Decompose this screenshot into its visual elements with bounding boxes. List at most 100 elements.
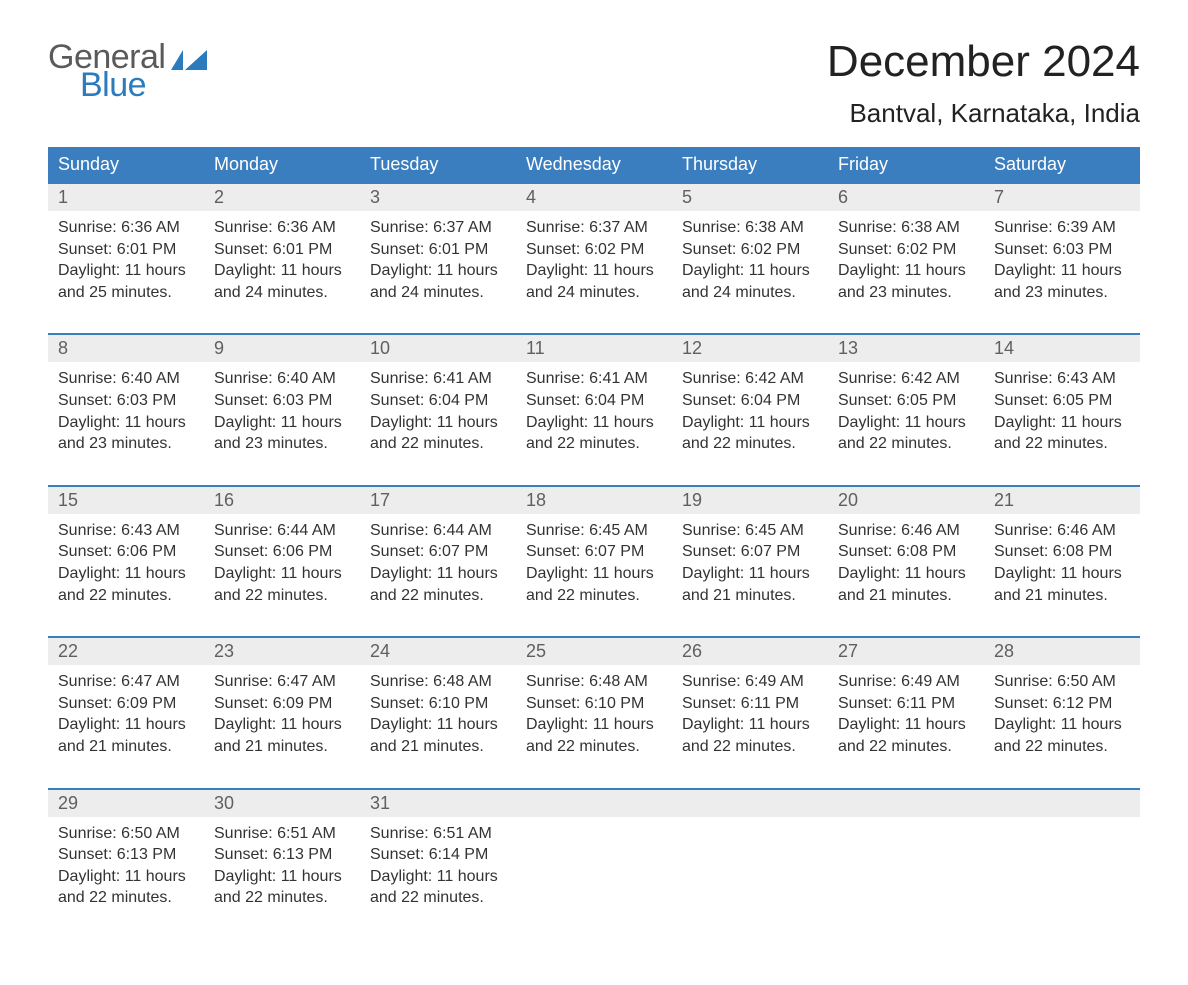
- sunrise-text: Sunrise: 6:47 AM: [58, 671, 194, 693]
- daylight-text: and 22 minutes.: [994, 433, 1130, 455]
- day-cell: 19Sunrise: 6:45 AMSunset: 6:07 PMDayligh…: [672, 487, 828, 622]
- day-number: 29: [58, 793, 78, 813]
- day-number-bar: 24: [360, 638, 516, 665]
- sunrise-text: Sunrise: 6:49 AM: [682, 671, 818, 693]
- daylight-text: and 25 minutes.: [58, 282, 194, 304]
- day-cell: 4 Sunrise: 6:37 AMSunset: 6:02 PMDaylight…: [516, 184, 672, 319]
- day-number: 12: [682, 338, 702, 358]
- sunrise-text: Sunrise: 6:46 AM: [994, 520, 1130, 542]
- weekday-col: Friday: [828, 147, 984, 182]
- weekday-col: Saturday: [984, 147, 1140, 182]
- empty-cell: .: [828, 790, 984, 925]
- day-number: 28: [994, 641, 1014, 661]
- sunrise-text: Sunrise: 6:45 AM: [526, 520, 662, 542]
- day-cell: 31Sunrise: 6:51 AMSunset: 6:14 PMDayligh…: [360, 790, 516, 925]
- day-cell: 12Sunrise: 6:42 AMSunset: 6:04 PMDayligh…: [672, 335, 828, 470]
- day-number-bar: 27: [828, 638, 984, 665]
- daylight-text: Daylight: 11 hours: [526, 260, 662, 282]
- daylight-text: and 23 minutes.: [58, 433, 194, 455]
- sunrise-text: Sunrise: 6:43 AM: [994, 368, 1130, 390]
- daylight-text: Daylight: 11 hours: [682, 260, 818, 282]
- daylight-text: Daylight: 11 hours: [682, 412, 818, 434]
- sunrise-text: Sunrise: 6:49 AM: [838, 671, 974, 693]
- day-number-bar: 15: [48, 487, 204, 514]
- day-number-bar: 9: [204, 335, 360, 362]
- sunrise-text: Sunrise: 6:37 AM: [526, 217, 662, 239]
- daylight-text: and 21 minutes.: [838, 585, 974, 607]
- sunrise-text: Sunrise: 6:47 AM: [214, 671, 350, 693]
- day-number-bar: 25: [516, 638, 672, 665]
- daylight-text: and 23 minutes.: [214, 433, 350, 455]
- day-cell: 22Sunrise: 6:47 AMSunset: 6:09 PMDayligh…: [48, 638, 204, 773]
- sunrise-text: Sunrise: 6:42 AM: [838, 368, 974, 390]
- day-number-bar: .: [984, 790, 1140, 817]
- day-cell: 29Sunrise: 6:50 AMSunset: 6:13 PMDayligh…: [48, 790, 204, 925]
- sunrise-text: Sunrise: 6:39 AM: [994, 217, 1130, 239]
- daylight-text: and 22 minutes.: [370, 585, 506, 607]
- day-number-bar: 7: [984, 184, 1140, 211]
- sunset-text: Sunset: 6:01 PM: [58, 239, 194, 261]
- day-cell: 14Sunrise: 6:43 AMSunset: 6:05 PMDayligh…: [984, 335, 1140, 470]
- day-number-bar: 18: [516, 487, 672, 514]
- day-number: 16: [214, 490, 234, 510]
- day-number-bar: 31: [360, 790, 516, 817]
- day-number-bar: 11: [516, 335, 672, 362]
- empty-cell: .: [672, 790, 828, 925]
- sunset-text: Sunset: 6:05 PM: [994, 390, 1130, 412]
- day-number: 27: [838, 641, 858, 661]
- day-number: 24: [370, 641, 390, 661]
- sunset-text: Sunset: 6:02 PM: [526, 239, 662, 261]
- daylight-text: Daylight: 11 hours: [58, 412, 194, 434]
- daylight-text: and 21 minutes.: [214, 736, 350, 758]
- title-block: December 2024 Bantval, Karnataka, India: [827, 40, 1140, 129]
- daylight-text: Daylight: 11 hours: [214, 563, 350, 585]
- header-bar: General Blue December 2024 Bantval, Karn…: [48, 40, 1140, 129]
- day-cell: 9 Sunrise: 6:40 AMSunset: 6:03 PMDaylight…: [204, 335, 360, 470]
- day-cell: 25Sunrise: 6:48 AMSunset: 6:10 PMDayligh…: [516, 638, 672, 773]
- day-number: 21: [994, 490, 1014, 510]
- day-number-bar: 26: [672, 638, 828, 665]
- daylight-text: and 21 minutes.: [994, 585, 1130, 607]
- day-number: 19: [682, 490, 702, 510]
- daylight-text: Daylight: 11 hours: [58, 866, 194, 888]
- day-number: 22: [58, 641, 78, 661]
- daylight-text: and 22 minutes.: [994, 736, 1130, 758]
- sunset-text: Sunset: 6:14 PM: [370, 844, 506, 866]
- daylight-text: Daylight: 11 hours: [370, 412, 506, 434]
- daylight-text: Daylight: 11 hours: [370, 866, 506, 888]
- sunset-text: Sunset: 6:03 PM: [58, 390, 194, 412]
- daylight-text: Daylight: 11 hours: [526, 714, 662, 736]
- sunrise-text: Sunrise: 6:48 AM: [370, 671, 506, 693]
- daylight-text: and 24 minutes.: [214, 282, 350, 304]
- day-number: 10: [370, 338, 390, 358]
- page-title: December 2024: [827, 40, 1140, 84]
- daylight-text: Daylight: 11 hours: [214, 714, 350, 736]
- sunrise-text: Sunrise: 6:46 AM: [838, 520, 974, 542]
- sunrise-text: Sunrise: 6:40 AM: [214, 368, 350, 390]
- day-cell: 21Sunrise: 6:46 AMSunset: 6:08 PMDayligh…: [984, 487, 1140, 622]
- daylight-text: and 22 minutes.: [214, 887, 350, 909]
- daylight-text: and 21 minutes.: [682, 585, 818, 607]
- day-number-bar: 10: [360, 335, 516, 362]
- sunrise-text: Sunrise: 6:37 AM: [370, 217, 506, 239]
- day-number: 1: [58, 187, 68, 207]
- day-number: 4: [526, 187, 536, 207]
- day-cell: 20Sunrise: 6:46 AMSunset: 6:08 PMDayligh…: [828, 487, 984, 622]
- day-number: 23: [214, 641, 234, 661]
- day-number-bar: 6: [828, 184, 984, 211]
- daylight-text: and 22 minutes.: [370, 433, 506, 455]
- day-number-bar: 28: [984, 638, 1140, 665]
- daylight-text: and 21 minutes.: [370, 736, 506, 758]
- day-number-bar: 19: [672, 487, 828, 514]
- sunset-text: Sunset: 6:03 PM: [214, 390, 350, 412]
- day-cell: 17Sunrise: 6:44 AMSunset: 6:07 PMDayligh…: [360, 487, 516, 622]
- daylight-text: and 22 minutes.: [58, 585, 194, 607]
- sunrise-text: Sunrise: 6:41 AM: [370, 368, 506, 390]
- day-number: 31: [370, 793, 390, 813]
- daylight-text: Daylight: 11 hours: [58, 714, 194, 736]
- day-cell: 18Sunrise: 6:45 AMSunset: 6:07 PMDayligh…: [516, 487, 672, 622]
- sunset-text: Sunset: 6:09 PM: [214, 693, 350, 715]
- daylight-text: Daylight: 11 hours: [214, 412, 350, 434]
- daylight-text: and 22 minutes.: [526, 433, 662, 455]
- day-cell: 27Sunrise: 6:49 AMSunset: 6:11 PMDayligh…: [828, 638, 984, 773]
